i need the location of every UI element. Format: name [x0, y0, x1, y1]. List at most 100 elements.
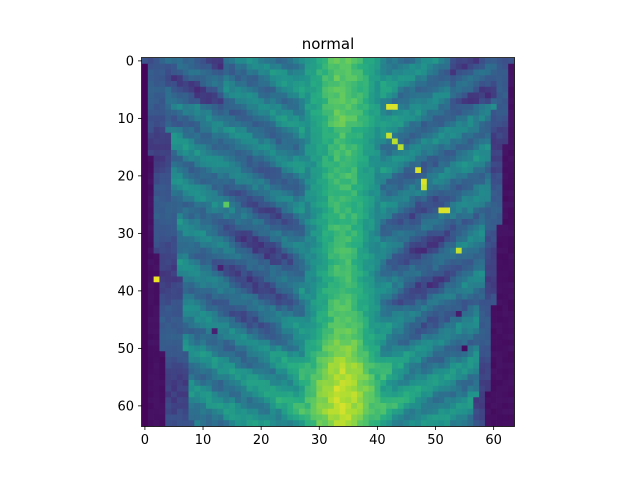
heatmap-cell [275, 224, 282, 231]
heatmap-cell [281, 230, 288, 237]
heatmap-cell [298, 115, 306, 122]
heatmap-cell [438, 253, 445, 260]
heatmap-cell [403, 132, 410, 139]
heatmap-cell [240, 219, 247, 226]
heatmap-cell [362, 374, 370, 381]
heatmap-cell [403, 104, 410, 111]
heatmap-cell [357, 345, 364, 352]
heatmap-cell [409, 63, 416, 70]
heatmap-cell [403, 374, 410, 381]
heatmap-cell [165, 190, 172, 197]
heatmap-cell [246, 380, 253, 387]
heatmap-cell [235, 63, 242, 70]
heatmap-cell [444, 63, 451, 70]
heatmap-cell [287, 270, 294, 277]
heatmap-cell [304, 385, 311, 392]
heatmap-cell [426, 178, 433, 185]
heatmap-cell [426, 167, 433, 174]
heatmap-cell [391, 322, 399, 329]
heatmap-cell [386, 201, 393, 208]
heatmap-cell [223, 104, 230, 111]
heatmap-cell [357, 86, 364, 93]
heatmap-cell [333, 81, 340, 88]
heatmap-cell [496, 184, 503, 191]
heatmap-cell [473, 167, 480, 174]
heatmap-cell [229, 385, 236, 392]
heatmap-cell [450, 322, 457, 329]
heatmap-cell [380, 368, 387, 375]
heatmap-cell [339, 380, 346, 387]
heatmap-cell [467, 98, 474, 105]
heatmap-cell [171, 92, 178, 99]
heatmap-cell [240, 213, 247, 220]
heatmap-cell [455, 345, 463, 352]
heatmap-cell [275, 334, 282, 341]
heatmap-cell [165, 270, 172, 277]
heatmap-cell [304, 236, 311, 243]
heatmap-cell [310, 127, 317, 134]
heatmap-cell [403, 184, 410, 191]
heatmap-cell [252, 230, 259, 237]
heatmap-cell [444, 305, 451, 312]
heatmap-cell [252, 167, 259, 174]
heatmap-cell [351, 253, 358, 260]
heatmap-cell [287, 282, 294, 289]
heatmap-cell [153, 81, 160, 88]
heatmap-cell [328, 316, 335, 323]
heatmap-cell [426, 288, 433, 295]
heatmap-cell [188, 190, 195, 197]
heatmap-cell [502, 328, 509, 335]
heatmap-cell [287, 132, 294, 139]
heatmap-cell [432, 380, 439, 387]
heatmap-cell [211, 155, 218, 162]
heatmap-cell [490, 144, 497, 151]
heatmap-cell [455, 58, 463, 65]
heatmap-cell [176, 196, 184, 203]
heatmap-cell [269, 190, 277, 197]
heatmap-cell [147, 224, 154, 231]
heatmap-cell [304, 345, 311, 352]
heatmap-cell [432, 339, 439, 346]
heatmap-cell [328, 236, 335, 243]
heatmap-cell [159, 351, 166, 358]
heatmap-cell [142, 63, 149, 70]
heatmap-cell [287, 173, 294, 180]
heatmap-cell [450, 391, 457, 398]
heatmap-cell [374, 121, 381, 128]
heatmap-cell [275, 259, 282, 266]
heatmap-cell [403, 109, 410, 116]
heatmap-cell [217, 207, 224, 214]
heatmap-cell [240, 351, 247, 358]
heatmap-cell [275, 219, 282, 226]
heatmap-cell [194, 190, 201, 197]
heatmap-cell [142, 385, 149, 392]
heatmap-cell [281, 397, 288, 404]
heatmap-cell [200, 150, 207, 157]
heatmap-cell [461, 299, 468, 306]
heatmap-cell [322, 109, 329, 116]
heatmap-cell [490, 328, 497, 335]
heatmap-cell [467, 127, 474, 134]
heatmap-cell [165, 121, 172, 128]
heatmap-cell [200, 132, 207, 139]
heatmap-cell [368, 219, 375, 226]
heatmap-cell [188, 311, 195, 318]
heatmap-cell [345, 86, 352, 93]
heatmap-cell [281, 385, 288, 392]
heatmap-cell [281, 380, 288, 387]
heatmap-cell [147, 75, 154, 82]
heatmap-cell [502, 253, 509, 260]
heatmap-cell [421, 213, 428, 220]
heatmap-cell [293, 253, 300, 260]
heatmap-cell [386, 397, 393, 404]
heatmap-cell [322, 236, 329, 243]
heatmap-cell [432, 190, 439, 197]
heatmap-cell [246, 242, 253, 249]
heatmap-cell [217, 58, 224, 65]
heatmap-cell [171, 86, 178, 93]
heatmap-cell [153, 247, 160, 254]
heatmap-cell [223, 132, 230, 139]
heatmap-cell [142, 150, 149, 157]
heatmap-cell [339, 58, 346, 65]
heatmap-cell [362, 184, 370, 191]
